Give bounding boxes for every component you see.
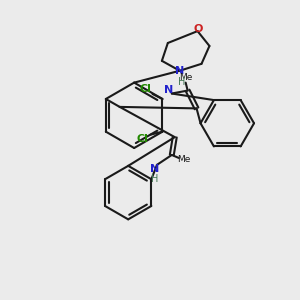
Text: Me: Me xyxy=(177,155,190,164)
Text: N: N xyxy=(164,85,173,94)
Text: Cl: Cl xyxy=(140,84,152,94)
Text: H: H xyxy=(178,76,185,87)
Text: N: N xyxy=(150,164,160,174)
Text: Cl: Cl xyxy=(137,134,148,144)
Text: N: N xyxy=(175,66,184,76)
Text: Me: Me xyxy=(179,73,192,82)
Text: O: O xyxy=(194,24,203,34)
Text: H: H xyxy=(151,174,159,184)
